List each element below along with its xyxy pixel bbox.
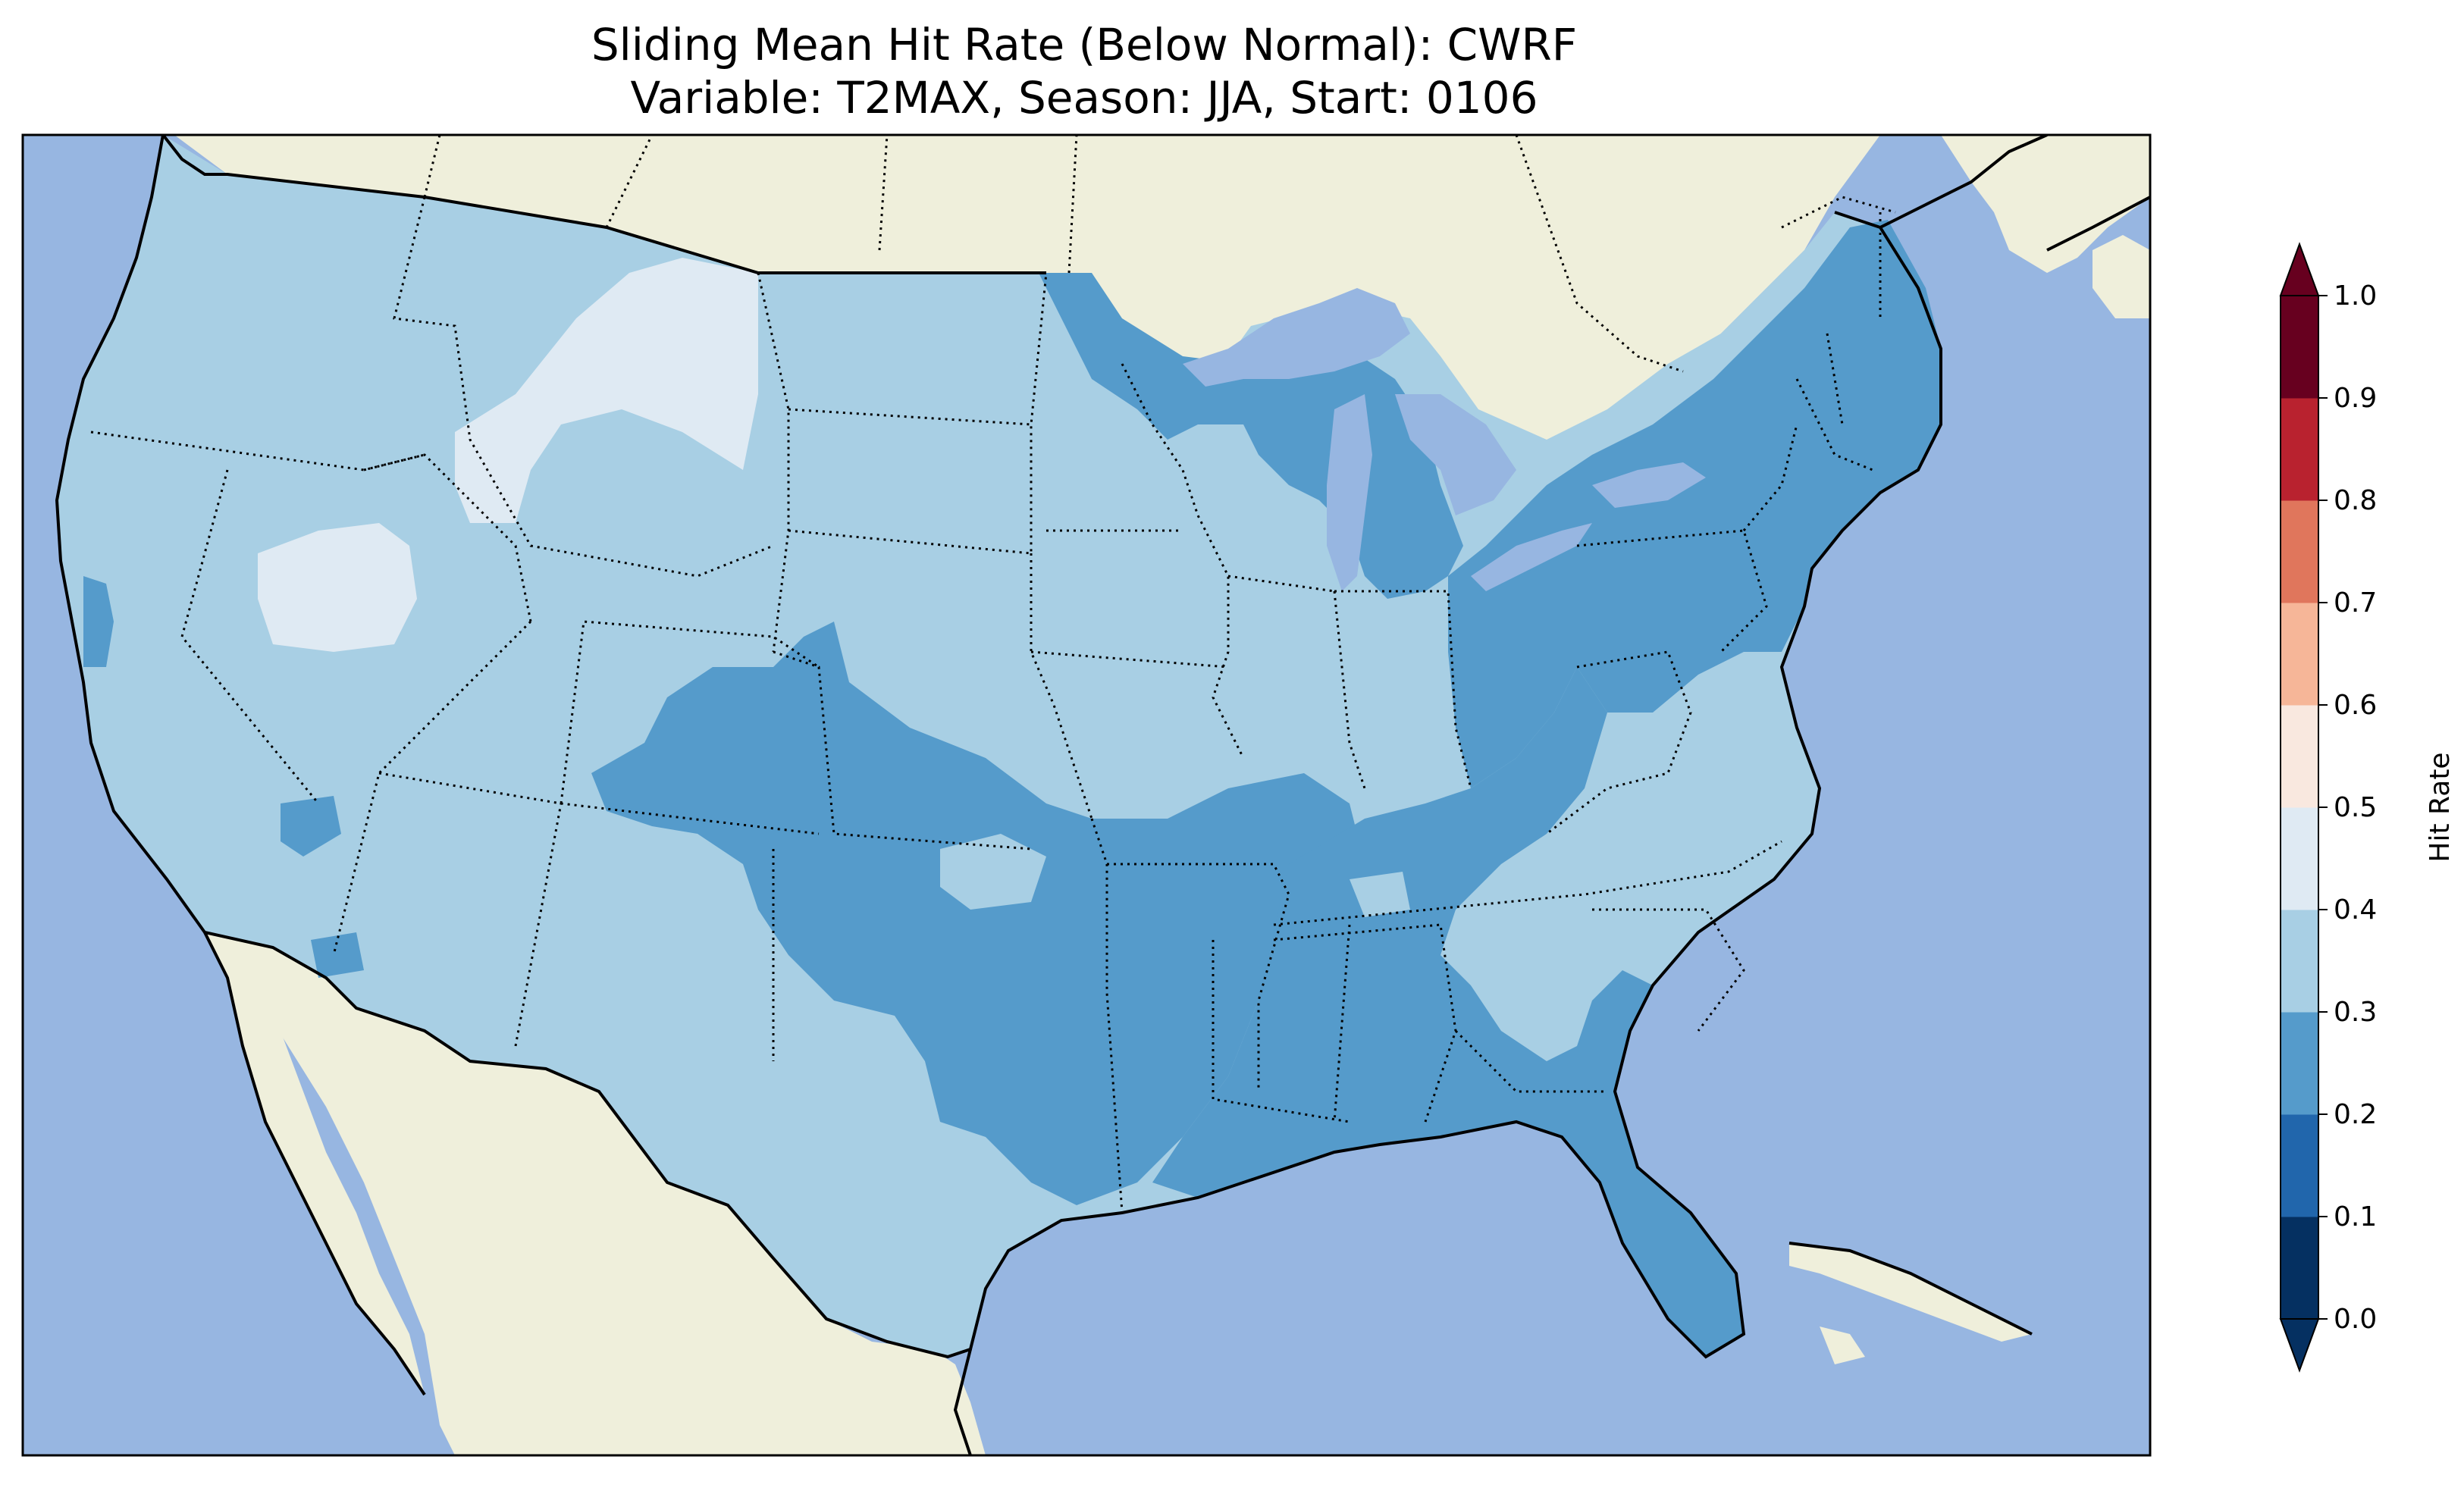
colorbar-band	[2281, 296, 2318, 399]
tennessee-light-patch	[1350, 872, 1410, 917]
cuba-land	[1789, 1243, 2032, 1342]
colorbar-band	[2281, 807, 2318, 910]
colorbar-tick-label: 0.3	[2334, 997, 2377, 1028]
nevada-spot-region	[281, 796, 341, 857]
baja-california-land	[205, 932, 425, 1395]
colorbar-tick-label: 0.2	[2334, 1099, 2377, 1130]
colorbar-band	[2281, 1012, 2318, 1115]
colorbar-band	[2281, 705, 2318, 808]
colorbar-band	[2281, 398, 2318, 501]
lake-ontario	[1592, 462, 1706, 508]
coastlines	[55, 135, 2150, 1455]
colorbar-tick-label: 1.0	[2334, 280, 2377, 312]
colorbar-tick-label: 0.7	[2334, 587, 2377, 619]
maritimes-land	[1941, 135, 2150, 273]
colorbar-band	[2281, 500, 2318, 603]
central-plains-region	[591, 622, 1365, 1205]
colorbar-tick-label: 0.0	[2334, 1304, 2377, 1335]
colorbar-under-triangle	[2279, 1318, 2320, 1373]
colorbar-tick-label: 0.5	[2334, 792, 2377, 823]
idaho-montana-light-region	[455, 258, 758, 523]
lake-erie	[1471, 523, 1592, 591]
colorbar-tick-label: 0.8	[2334, 485, 2377, 516]
mexico-land	[205, 932, 986, 1455]
colorbar-over-triangle	[2279, 242, 2320, 296]
colorbar-band	[2281, 910, 2318, 1013]
map-panel	[23, 135, 2150, 1455]
arizona-spot-region	[311, 932, 364, 978]
colorbar-band	[2281, 603, 2318, 706]
lake-superior	[1183, 288, 1410, 387]
newfoundland-land	[2093, 235, 2150, 318]
colorbar-tick-label: 0.9	[2334, 383, 2377, 414]
northeast-region	[1448, 220, 1941, 788]
map-title-line-2: Variable: T2MAX, Season: JJA, Start: 010…	[630, 72, 1538, 124]
lake-michigan	[1327, 394, 1372, 591]
lake-huron	[1395, 394, 1516, 515]
state-borders	[90, 135, 1896, 1214]
bahamas-land	[1820, 1326, 1865, 1364]
southeast-region	[1152, 667, 1744, 1357]
colorbar-label: Hit Rate	[2425, 752, 2456, 862]
great-basin-light-region	[258, 523, 417, 652]
colorbar: 0.0 0.1 0.2 0.3 0.4 0.5 0.6 0.7 0.8 0.9 1.0 Hit Ra…	[2279, 242, 2456, 1373]
california-coast-region	[83, 576, 114, 667]
colorbar-tick-label: 0.4	[2334, 894, 2377, 926]
colorbar-band	[2281, 1114, 2318, 1217]
texas-light-patch	[940, 834, 1046, 910]
colorbar-tick-label: 0.6	[2334, 690, 2377, 721]
map-title-line-1: Sliding Mean Hit Rate (Below Normal): CW…	[591, 19, 1578, 70]
colorbar-band	[2281, 1217, 2318, 1320]
map-frame	[21, 133, 2152, 1457]
colorbar-tick-label: 0.1	[2334, 1201, 2377, 1232]
